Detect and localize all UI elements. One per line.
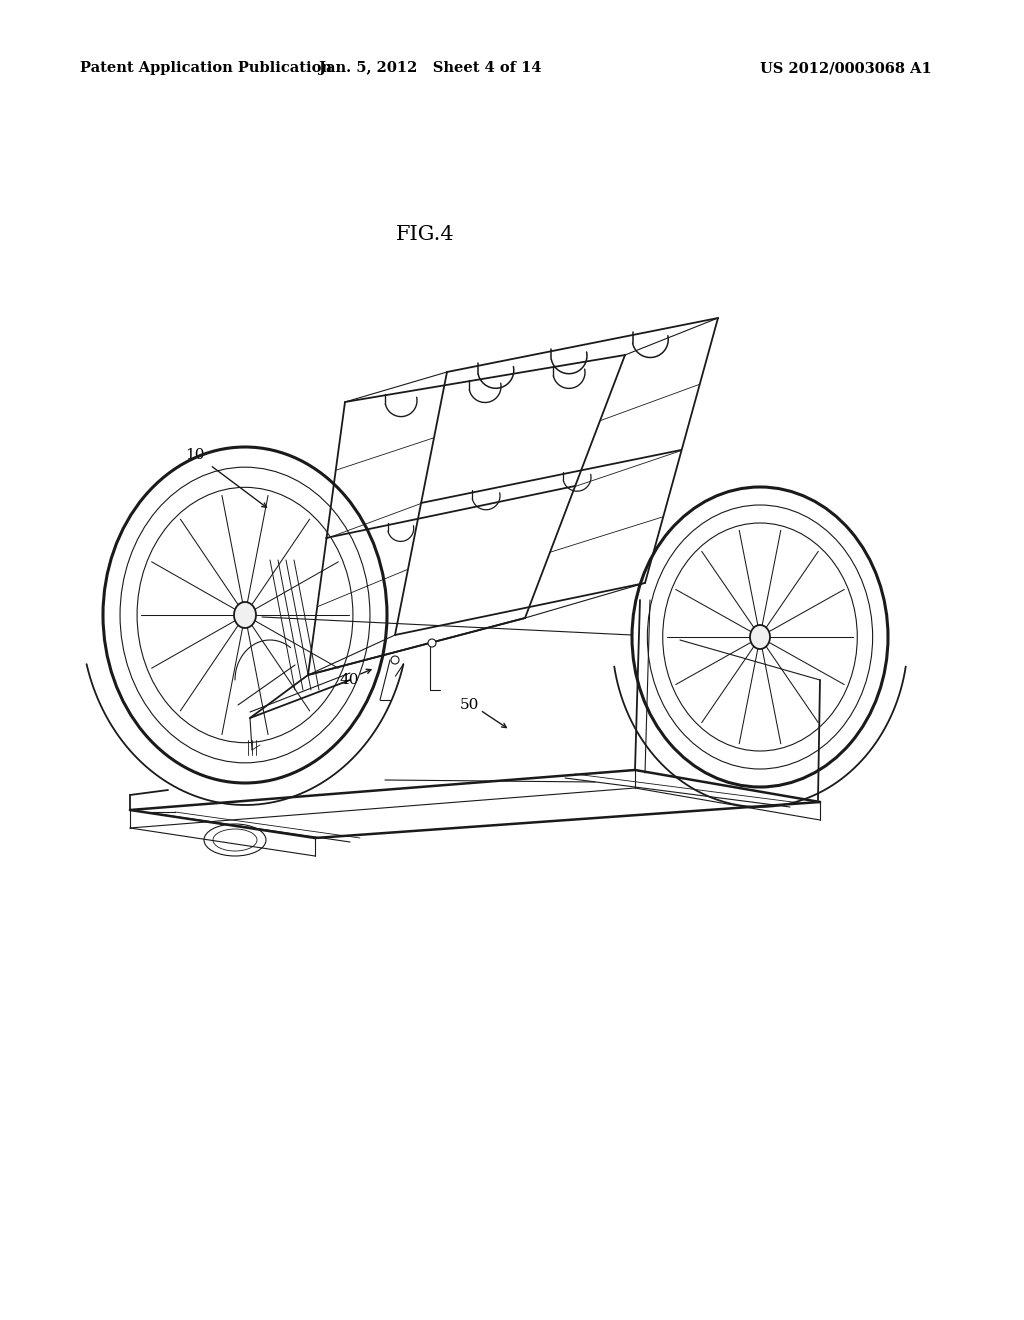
Text: 40: 40 (340, 673, 359, 686)
Ellipse shape (428, 639, 436, 647)
Text: FIG.4: FIG.4 (395, 226, 455, 244)
Text: 50: 50 (460, 698, 479, 711)
Text: Jan. 5, 2012   Sheet 4 of 14: Jan. 5, 2012 Sheet 4 of 14 (318, 61, 542, 75)
Ellipse shape (391, 656, 399, 664)
Text: 10: 10 (185, 447, 205, 462)
Ellipse shape (750, 624, 770, 649)
Text: US 2012/0003068 A1: US 2012/0003068 A1 (760, 61, 932, 75)
Ellipse shape (234, 602, 256, 628)
Text: Patent Application Publication: Patent Application Publication (80, 61, 332, 75)
